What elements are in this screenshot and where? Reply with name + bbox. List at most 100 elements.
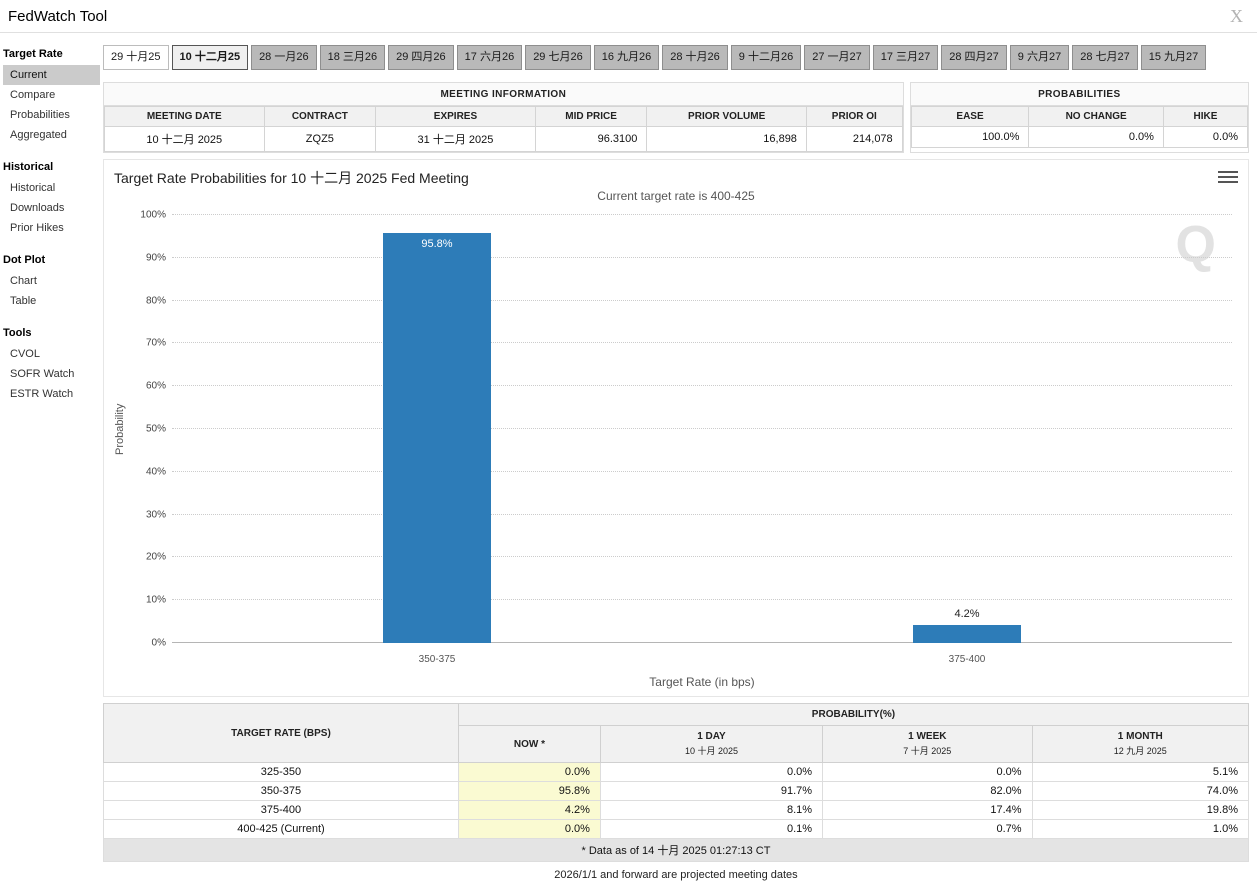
column-header-hike: HIKE [1162, 106, 1249, 127]
subheader-line: 1 MONTH [1117, 731, 1163, 742]
y-axis-tick: 50% [145, 423, 166, 435]
gridline [172, 428, 1232, 429]
day-value-cell: 0.0% [599, 762, 824, 782]
sidebar-item-probabilities[interactable]: Probabilities [10, 109, 70, 121]
bar-350-375[interactable]: 95.8% [383, 232, 491, 643]
value-mid-price: 96.3100 [534, 126, 648, 152]
gridline [172, 556, 1232, 558]
chart-title: Target Rate Probabilities for 10 十二月 202… [114, 170, 469, 186]
meeting-tab-14[interactable]: 28 七月27 [1072, 45, 1138, 70]
sidebar-item-sofr-watch[interactable]: SOFR Watch [10, 368, 75, 380]
sidebar-item-current[interactable]: Current [3, 65, 100, 85]
value-ease: 100.0% [910, 126, 1030, 148]
sidebar-item-compare[interactable]: Compare [10, 89, 56, 101]
meeting-tab-6[interactable]: 29 七月26 [525, 45, 591, 70]
y-axis-tick: 80% [145, 295, 166, 307]
meeting-tab-7[interactable]: 16 九月26 [593, 45, 660, 70]
gridline [172, 599, 1232, 601]
meeting-tab-1[interactable]: 10 十二月25 [171, 45, 249, 70]
meeting-tab-13[interactable]: 9 六月27 [1009, 45, 1070, 70]
y-axis-tick: 20% [145, 551, 166, 563]
column-header-no-change: NO CHANGE [1028, 106, 1164, 127]
probabilities-table: EASE NO CHANGE HIKE 100.0% 0.0% 0.0% [910, 106, 1249, 148]
now-value-cell: 0.0% [457, 762, 601, 782]
sidebar-item-historical[interactable]: Historical [10, 182, 56, 194]
meeting-summary-row: MEETING INFORMATION MEETING DATE CONTRACT… [103, 82, 1249, 153]
column-header-1-month: 1 MONTH 12 九月 2025 [1031, 725, 1250, 763]
now-value-cell: 95.8% [457, 781, 601, 801]
sidebar-nav: Target Rate Current Compare Probabilities Ag… [0, 33, 100, 871]
gridline [172, 385, 1232, 387]
bar-375-400[interactable]: 4.2% [913, 608, 1021, 643]
sidebar-item-chart[interactable]: Chart [10, 275, 37, 287]
column-header-prior-oi: PRIOR OI [805, 106, 903, 127]
sidebar-item-downloads[interactable]: Downloads [10, 202, 65, 214]
window-titlebar: FedWatch Tool X [0, 0, 1257, 33]
week-value-cell: 82.0% [822, 781, 1033, 801]
column-header-now: NOW * [457, 725, 601, 763]
sidebar-section-title: Historical [3, 161, 54, 173]
subheader-date: 7 十月 2025 [903, 746, 952, 756]
target-rate-cell: 325-350 [103, 762, 459, 782]
sidebar-item-prior-hikes[interactable]: Prior Hikes [10, 222, 64, 234]
cme-watermark: Q [1175, 216, 1216, 274]
meeting-date-tabs: 29 十月25 10 十二月25 28 一月26 18 三月26 29 四月26 17 六… [103, 45, 1249, 70]
sidebar-item-cvol[interactable]: CVOL [10, 348, 40, 360]
meeting-tab-3[interactable]: 18 三月26 [319, 45, 386, 70]
sidebar-section-title: Dot Plot [3, 254, 46, 266]
table-row: 350-375 95.8% 91.7% 82.0% 74.0% [103, 781, 1250, 801]
meeting-tab-5[interactable]: 17 六月26 [456, 45, 523, 70]
probabilities-title: PROBABILITIES [910, 83, 1248, 106]
subheader-line: NOW * [513, 738, 545, 750]
meeting-tab-11[interactable]: 17 三月27 [872, 45, 939, 70]
meeting-tab-8[interactable]: 28 十月26 [662, 45, 728, 70]
sidebar-section-historical: Historical Historical Downloads Prior Hikes [3, 158, 100, 238]
now-value-cell: 0.0% [457, 819, 601, 839]
now-value-cell: 4.2% [457, 800, 601, 820]
meeting-tab-9[interactable]: 9 十二月26 [730, 45, 802, 70]
meeting-tab-4[interactable]: 29 四月26 [388, 45, 454, 70]
meeting-tab-2[interactable]: 28 一月26 [251, 45, 317, 70]
subheader-line: 1 WEEK [908, 731, 947, 742]
x-axis-tick: 375-400 [948, 654, 986, 665]
y-axis-tick: 30% [145, 509, 166, 521]
column-header-1-day: 1 DAY 10 十月 2025 [599, 725, 824, 763]
bar-value-label: 4.2% [954, 608, 980, 621]
gridline [172, 513, 1232, 515]
close-icon[interactable]: X [1230, 5, 1243, 26]
chart-panel: Target Rate Probabilities for 10 十二月 202… [103, 159, 1249, 697]
subheader-date: 10 十月 2025 [684, 746, 738, 756]
week-value-cell: 17.4% [822, 800, 1033, 820]
value-prior-oi: 214,078 [805, 126, 903, 152]
target-rate-cell: 350-375 [103, 781, 459, 801]
sidebar-item-estr-watch[interactable]: ESTR Watch [10, 388, 74, 400]
meeting-tab-0[interactable]: 29 十月25 [103, 45, 169, 70]
meeting-tab-12[interactable]: 28 四月27 [941, 45, 1007, 70]
y-axis-tick: 70% [145, 337, 166, 349]
meeting-tab-15[interactable]: 15 九月27 [1140, 45, 1207, 70]
week-value-cell: 0.7% [822, 819, 1033, 839]
probability-history-section: TARGET RATE (BPS) PROBABILITY(%) NOW * 1 … [103, 703, 1250, 881]
sidebar-section-tools: Tools CVOL SOFR Watch ESTR Watch [3, 324, 100, 404]
value-meeting-date: 10 十二月 2025 [104, 126, 265, 152]
column-header-prior-volume: PRIOR VOLUME [646, 106, 807, 127]
table-row: 325-350 0.0% 0.0% 0.0% 5.1% [103, 762, 1250, 782]
window-content: Target Rate Current Compare Probabilities Ag… [0, 33, 1257, 881]
column-header-mid-price: MID PRICE [534, 106, 648, 127]
month-value-cell: 19.8% [1031, 800, 1250, 820]
gridline [172, 470, 1232, 472]
y-axis-tick: 10% [145, 594, 166, 606]
gridline [172, 342, 1232, 344]
chart-menu-icon[interactable] [1218, 168, 1238, 186]
week-value-cell: 0.0% [822, 762, 1033, 782]
sidebar-item-table[interactable]: Table [10, 295, 37, 307]
subheader-line: 1 DAY [697, 731, 726, 742]
probabilities-panel: PROBABILITIES EASE NO CHANGE HIKE 100.0% 0.… [909, 82, 1249, 153]
sidebar-item-aggregated[interactable]: Aggregated [10, 129, 67, 141]
sidebar-section-dot-plot: Dot Plot Chart Table [3, 251, 100, 311]
target-rate-cell: 375-400 [103, 800, 459, 820]
meeting-tab-10[interactable]: 27 一月27 [804, 45, 870, 70]
sidebar-section-target-rate: Target Rate Current Compare Probabilities Ag… [3, 45, 100, 145]
value-hike: 0.0% [1162, 126, 1249, 148]
